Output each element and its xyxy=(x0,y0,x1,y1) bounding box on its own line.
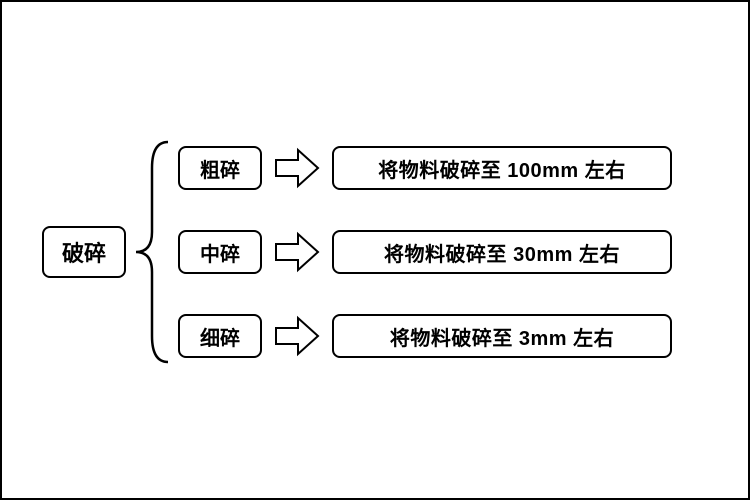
mid-node-2: 细碎 xyxy=(178,314,262,358)
mid-label: 粗碎 xyxy=(200,154,240,183)
desc-label: 将物料破碎至 30mm 左右 xyxy=(384,238,620,267)
desc-label: 将物料破碎至 100mm 左右 xyxy=(378,154,626,183)
mid-label: 细碎 xyxy=(200,322,240,351)
mid-node-0: 粗碎 xyxy=(178,146,262,190)
brace-icon xyxy=(130,136,170,368)
arrow-icon xyxy=(274,230,320,274)
desc-node-2: 将物料破碎至 3mm 左右 xyxy=(332,314,672,358)
mid-node-1: 中碎 xyxy=(178,230,262,274)
arrow-icon xyxy=(274,314,320,358)
root-label: 破碎 xyxy=(62,236,106,268)
desc-label: 将物料破碎至 3mm 左右 xyxy=(390,322,614,351)
root-node: 破碎 xyxy=(42,226,126,278)
diagram-frame: 破碎 粗碎 将物料破碎至 100mm 左右 中碎 将物料破碎至 30mm 左右 … xyxy=(0,0,750,500)
arrow-icon xyxy=(274,146,320,190)
desc-node-0: 将物料破碎至 100mm 左右 xyxy=(332,146,672,190)
mid-label: 中碎 xyxy=(200,238,240,267)
desc-node-1: 将物料破碎至 30mm 左右 xyxy=(332,230,672,274)
